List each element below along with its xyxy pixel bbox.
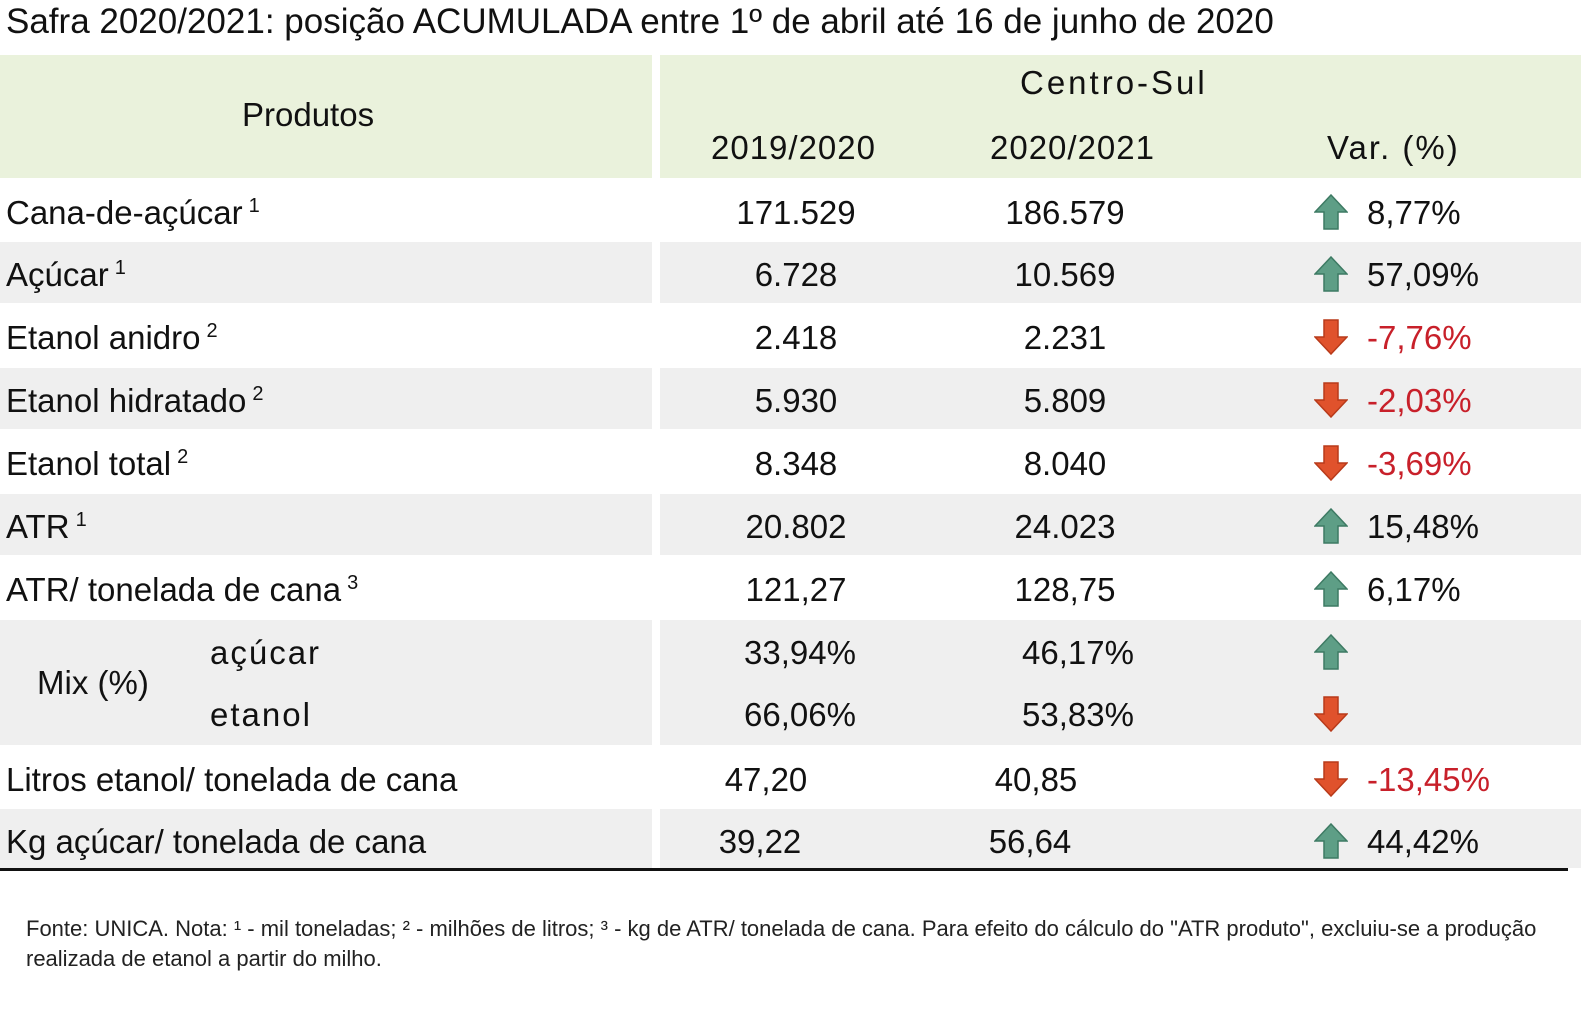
row-label: Etanol total 2 <box>6 445 189 482</box>
bottom-rule <box>0 868 1568 871</box>
row-sublabel: açúcar <box>210 634 322 671</box>
row-bg <box>660 368 1581 429</box>
cell: 5.930 <box>754 382 838 419</box>
cell: 33,94% <box>744 634 856 671</box>
cell: 20.802 <box>745 508 847 545</box>
arrow-icon <box>1313 319 1349 356</box>
arrow-icon <box>1313 761 1349 798</box>
cell-var: 6,17% <box>1367 571 1461 608</box>
cell: 121,27 <box>745 571 847 608</box>
cell: 186.579 <box>1005 194 1125 231</box>
row-label: Mix (%) <box>37 664 149 701</box>
arrow-icon <box>1313 696 1349 733</box>
arrow-icon <box>1313 507 1349 544</box>
arrow-icon <box>1313 822 1349 859</box>
cell: 2.418 <box>754 319 838 356</box>
header-product: Produtos <box>242 96 375 133</box>
cell: 47,20 <box>724 761 808 798</box>
arrow-icon <box>1313 193 1349 230</box>
row-label: Cana-de-açúcar 1 <box>6 194 260 231</box>
row-label: Açúcar 1 <box>6 256 126 293</box>
header-cell <box>0 55 652 178</box>
footnote: Fonte: UNICA. Nota: ¹ - mil toneladas; ²… <box>26 916 1537 971</box>
cell: 40,85 <box>994 761 1078 798</box>
arrow-icon <box>1313 382 1349 419</box>
cell: 2.231 <box>1023 319 1107 356</box>
arrow-icon <box>1313 255 1349 292</box>
header-col: 2020/2021 <box>990 129 1155 166</box>
cell-var: -3,69% <box>1367 445 1472 482</box>
note-ref: 1 <box>248 195 260 217</box>
cell: 24.023 <box>1014 508 1116 545</box>
cell: 66,06% <box>744 696 856 733</box>
cell: 8.348 <box>754 445 838 482</box>
header-region: Centro-Sul <box>1020 64 1208 101</box>
row-bg <box>0 620 652 745</box>
arrow-icon <box>1313 633 1349 670</box>
row-bg <box>0 809 652 868</box>
note-ref: 1 <box>114 257 126 279</box>
note-ref: 2 <box>177 446 189 468</box>
cell: 39,22 <box>718 823 802 860</box>
note-ref: 1 <box>75 509 87 531</box>
cell-var: -2,03% <box>1367 382 1472 419</box>
row-bg <box>0 242 652 303</box>
row-label: Litros etanol/ tonelada de cana <box>6 761 458 798</box>
row-label: Etanol hidratado 2 <box>6 382 264 419</box>
header-col: Var. (%) <box>1327 129 1460 166</box>
cell-var: 8,77% <box>1367 194 1461 231</box>
row-bg <box>660 242 1581 303</box>
row-label: ATR 1 <box>6 508 87 545</box>
cell: 10.569 <box>1014 256 1116 293</box>
cell-var: 44,42% <box>1367 823 1479 860</box>
row-label: Etanol anidro 2 <box>6 319 218 356</box>
cell: 46,17% <box>1022 634 1134 671</box>
cell-var: 57,09% <box>1367 256 1479 293</box>
note-ref: 2 <box>206 320 218 342</box>
cell-var: 15,48% <box>1367 508 1479 545</box>
cell: 128,75 <box>1014 571 1116 608</box>
cell: 56,64 <box>988 823 1072 860</box>
row-bg <box>660 809 1581 868</box>
header-cell <box>660 55 1581 178</box>
row-bg <box>660 494 1581 555</box>
cell: 5.809 <box>1023 382 1107 419</box>
row-label: Kg açúcar/ tonelada de cana <box>6 823 427 860</box>
row-bg <box>0 494 652 555</box>
cell-var: -13,45% <box>1367 761 1490 798</box>
title: Safra 2020/2021: posição ACUMULADA entre… <box>6 2 1274 41</box>
note-ref: 3 <box>347 572 359 594</box>
row-bg <box>0 368 652 429</box>
header-col: 2019/2020 <box>711 129 876 166</box>
row-bg <box>660 620 1581 745</box>
cell: 171.529 <box>736 194 856 231</box>
row-sublabel: etanol <box>210 696 312 733</box>
arrow-icon <box>1313 570 1349 607</box>
cell: 53,83% <box>1022 696 1134 733</box>
note-ref: 2 <box>252 383 264 405</box>
row-label: ATR/ tonelada de cana 3 <box>6 571 359 608</box>
cell: 6.728 <box>754 256 838 293</box>
cell-var: -7,76% <box>1367 319 1472 356</box>
arrow-icon <box>1313 445 1349 482</box>
cell: 8.040 <box>1023 445 1107 482</box>
